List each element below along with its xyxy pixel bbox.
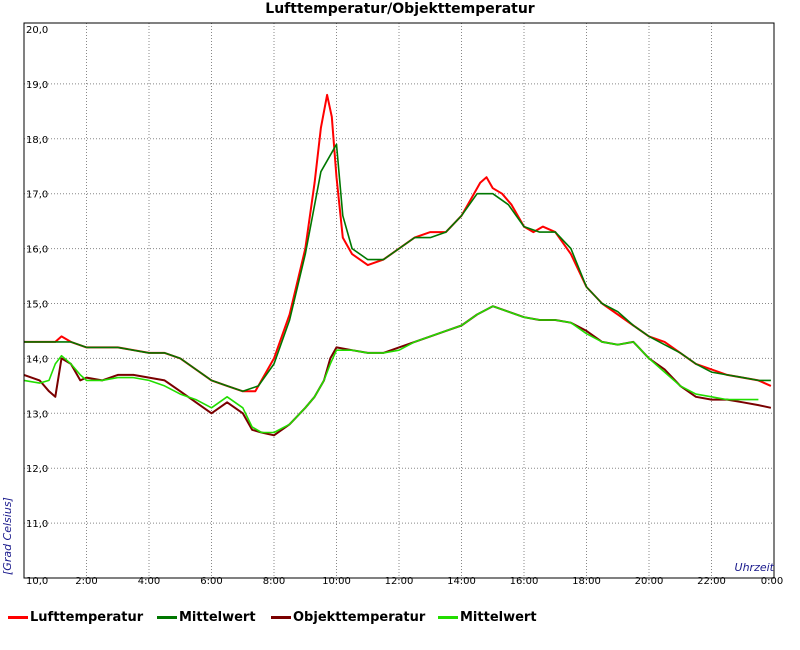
grid xyxy=(24,23,774,578)
x-tick-label: 20:00 xyxy=(635,576,664,587)
legend: Lufttemperatur Mittelwert Objekttemperat… xyxy=(0,608,800,628)
y-tick-label: 14,0 xyxy=(26,354,48,365)
x-axis-label: Uhrzeit xyxy=(735,561,775,574)
x-tick-label: 10:00 xyxy=(322,576,351,587)
y-tick-label: 15,0 xyxy=(26,300,48,311)
legend-label: Mittelwert xyxy=(179,609,256,625)
y-tick-label: 12,0 xyxy=(26,464,48,475)
legend-swatch xyxy=(271,615,291,619)
chart-title: Lufttemperatur/Objekttemperatur xyxy=(265,1,535,17)
y-tick-label: 17,0 xyxy=(26,190,48,201)
series-lines xyxy=(23,93,772,437)
y-tick-label: 10,0 xyxy=(26,576,48,587)
series-line-4 xyxy=(23,305,759,434)
series-line-1 xyxy=(24,93,772,393)
x-tick-label: 2:00 xyxy=(75,576,97,587)
x-tick-label: 12:00 xyxy=(385,576,414,587)
plot-frame xyxy=(23,22,775,579)
x-tick-label: 14:00 xyxy=(447,576,476,587)
legend-item-mittelwert-luft: Mittelwert xyxy=(157,608,256,626)
legend-item-lufttemperatur: Lufttemperatur xyxy=(8,608,143,626)
x-tick-label: 4:00 xyxy=(138,576,160,587)
x-tick-label: 22:00 xyxy=(697,576,726,587)
x-tick-label: 16:00 xyxy=(510,576,539,587)
y-ticks: 20,0 19,0 18,0 17,0 16,0 15,0 14,0 13,0 12,0 11,0… xyxy=(26,25,48,587)
legend-label: Lufttemperatur xyxy=(30,609,144,625)
x-ticks: 2:00 4:00 6:00 8:00 10:00 12:00 14:00 16:00 18:0… xyxy=(75,576,783,587)
legend-swatch xyxy=(157,615,177,619)
y-axis-label: [Grad Celsius] xyxy=(1,497,14,575)
series-line-3 xyxy=(23,305,772,437)
legend-item-mittelwert-objekt: Mittelwert xyxy=(438,608,537,626)
y-tick-label: 16,0 xyxy=(26,245,48,256)
x-tick-label: 6:00 xyxy=(200,576,222,587)
x-tick-label: 0:00 xyxy=(761,576,783,587)
legend-swatch xyxy=(438,615,458,619)
series-line-2 xyxy=(24,143,771,393)
legend-label: Mittelwert xyxy=(460,609,537,625)
legend-item-objekttemperatur: Objekttemperatur xyxy=(271,608,425,626)
y-tick-label: 18,0 xyxy=(26,135,48,146)
x-tick-label: 18:00 xyxy=(572,576,601,587)
legend-swatch xyxy=(8,615,28,619)
y-tick-label: 11,0 xyxy=(26,519,48,530)
x-tick-label: 8:00 xyxy=(263,576,285,587)
y-tick-label: 13,0 xyxy=(26,409,48,420)
y-tick-label: 20,0 xyxy=(26,25,48,36)
y-tick-label: 19,0 xyxy=(26,80,48,91)
legend-label: Objekttemperatur xyxy=(293,609,426,625)
